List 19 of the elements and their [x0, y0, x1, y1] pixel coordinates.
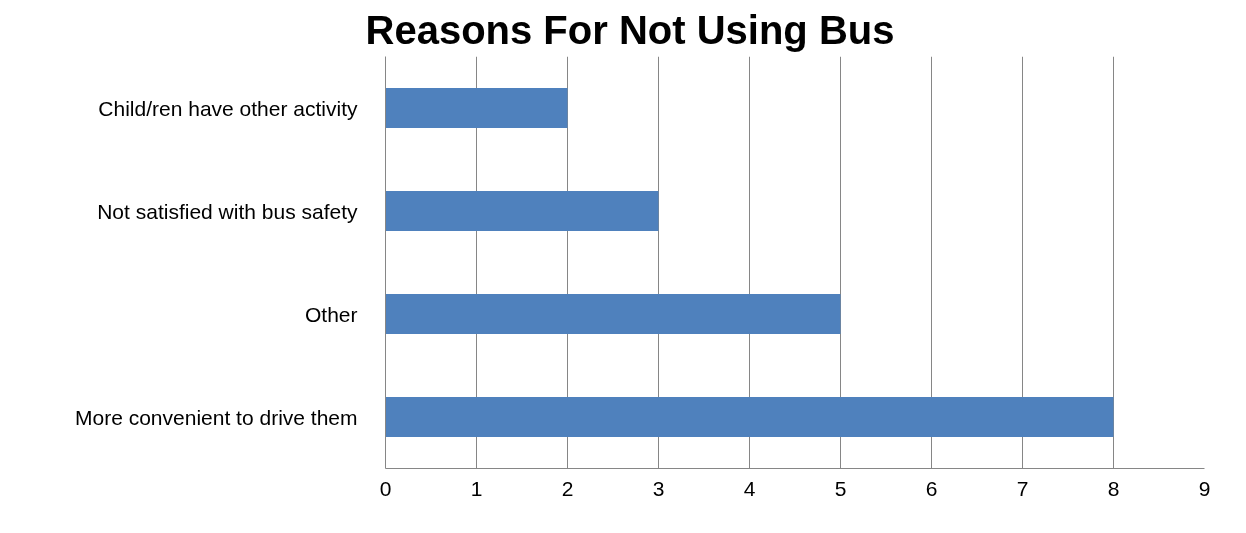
bar — [385, 190, 659, 232]
x-tick-label: 1 — [470, 476, 483, 500]
x-tick-label: 8 — [1107, 476, 1120, 500]
x-tick-label: 4 — [743, 476, 756, 500]
y-tick-label: Child/ren have other activity — [98, 96, 358, 120]
x-tick-label: 3 — [652, 476, 665, 500]
y-tick-label: More convenient to drive them — [75, 405, 358, 429]
bar — [385, 396, 1114, 438]
x-tick-label: 5 — [834, 476, 847, 500]
y-tick-label: Not satisfied with bus safety — [97, 199, 358, 223]
x-tick-label: 6 — [925, 476, 938, 500]
x-tick-label: 0 — [379, 476, 392, 500]
x-tick-label: 2 — [561, 476, 574, 500]
bar — [385, 293, 841, 335]
x-tick-label: 7 — [1016, 476, 1029, 500]
x-tick-label: 9 — [1198, 476, 1211, 500]
chart-title: Reasons For Not Using Bus — [365, 7, 895, 52]
y-tick-label: Other — [304, 302, 358, 326]
bar — [385, 87, 568, 129]
